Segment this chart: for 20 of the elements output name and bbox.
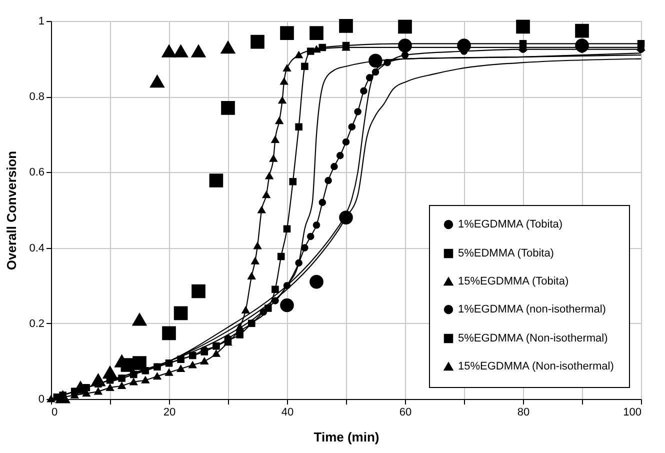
y-axis-title: Overall Conversion: [4, 150, 20, 270]
legend-label: 1%EGDMMA (non-isothermal): [458, 304, 606, 316]
y-tick-label: 0.2: [29, 318, 44, 330]
y-tick-label: 0.4: [29, 242, 44, 254]
x-axis-title: Time (min): [314, 430, 380, 444]
y-tick-label: 0.6: [29, 166, 44, 179]
legend-label: 5%EDMMA (Tobita): [458, 248, 554, 260]
x-tick-label: 20: [163, 406, 176, 418]
legend-label: 1%EGDMMA (Tobita): [458, 218, 563, 230]
x-tick-label: 100: [623, 406, 642, 418]
legend-label: 15%EGDMMA (Non-isothermal): [458, 360, 614, 372]
y-tick-label: 1: [38, 16, 44, 28]
x-tick-label: 80: [517, 406, 530, 418]
legend-label: 5%EGDMMA (Non-isothermal): [458, 332, 608, 344]
x-tick-label: 40: [281, 406, 294, 418]
y-tick-label: 0.8: [29, 91, 44, 104]
y-tick-label: 0: [38, 394, 44, 406]
x-tick-label: 60: [399, 406, 412, 418]
x-tick-label: 0: [52, 406, 58, 418]
legend-label: 15%EGDMMA (Tobita): [458, 276, 569, 288]
